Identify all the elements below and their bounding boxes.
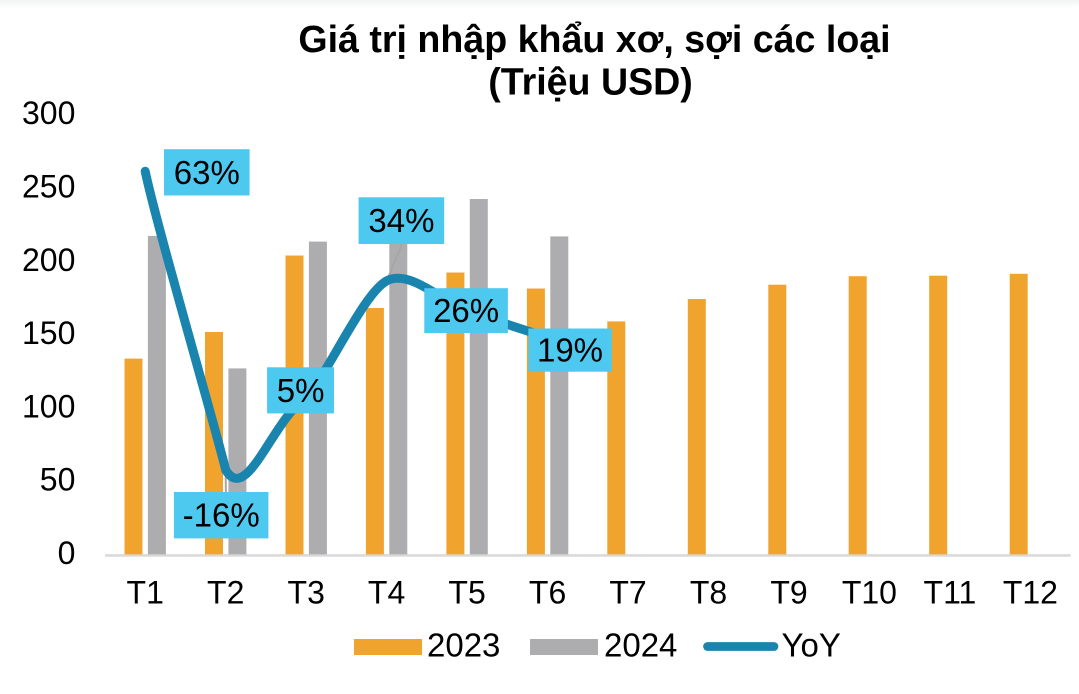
svg-text:T6: T6 xyxy=(529,575,566,611)
svg-text:200: 200 xyxy=(22,242,75,278)
svg-text:5%: 5% xyxy=(277,372,325,409)
svg-text:T10: T10 xyxy=(842,575,897,611)
svg-text:34%: 34% xyxy=(368,202,434,239)
svg-text:T7: T7 xyxy=(609,575,646,611)
svg-text:T9: T9 xyxy=(770,575,807,611)
svg-text:T5: T5 xyxy=(448,575,485,611)
svg-text:50: 50 xyxy=(40,462,76,498)
svg-text:T11: T11 xyxy=(924,575,977,611)
svg-text:T8: T8 xyxy=(690,575,727,611)
svg-text:T2: T2 xyxy=(207,575,244,611)
svg-text:100: 100 xyxy=(22,388,75,424)
svg-text:-16%: -16% xyxy=(183,497,260,534)
svg-text:(Triệu USD): (Triệu USD) xyxy=(488,61,693,103)
svg-text:T1: T1 xyxy=(127,575,164,611)
svg-text:19%: 19% xyxy=(537,332,603,369)
svg-text:26%: 26% xyxy=(433,292,499,329)
svg-text:T4: T4 xyxy=(368,575,405,611)
svg-text:2023: 2023 xyxy=(427,627,500,664)
svg-text:0: 0 xyxy=(58,535,76,571)
svg-text:Giá trị nhập khẩu xơ, sợi các: Giá trị nhập khẩu xơ, sợi các loại xyxy=(298,18,890,60)
svg-text:T3: T3 xyxy=(288,575,325,611)
svg-text:63%: 63% xyxy=(174,154,240,191)
svg-text:300: 300 xyxy=(22,95,75,131)
svg-text:150: 150 xyxy=(22,315,75,351)
svg-text:250: 250 xyxy=(22,169,75,205)
svg-text:T12: T12 xyxy=(1003,575,1058,611)
svg-text:YoY: YoY xyxy=(782,627,841,664)
svg-text:2024: 2024 xyxy=(604,627,677,664)
